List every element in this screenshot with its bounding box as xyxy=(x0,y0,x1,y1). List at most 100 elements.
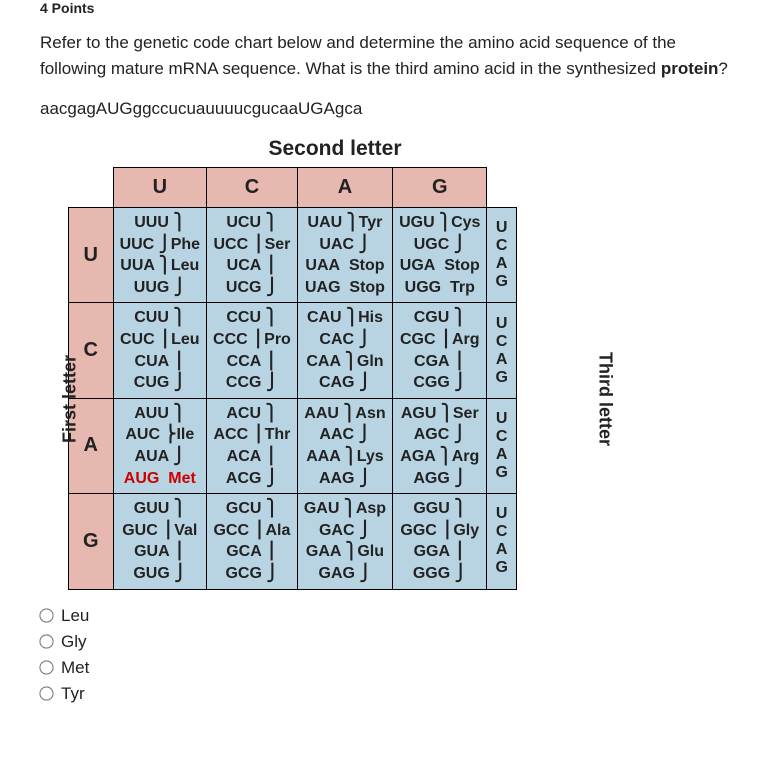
option-met[interactable]: Met xyxy=(40,658,728,678)
codon: CAU xyxy=(307,309,342,326)
mrna-sequence: aacgagAUGggccucuauuuucgucaaUGAgca xyxy=(40,99,728,119)
codon: CCA xyxy=(227,353,261,370)
stop-codon: Stop xyxy=(444,257,480,274)
codon: CCG xyxy=(226,374,262,391)
aa-met: Met xyxy=(168,468,196,490)
option-label: Met xyxy=(61,658,89,678)
option-label: Gly xyxy=(61,632,87,652)
aa-gly: Gly xyxy=(453,520,479,542)
codon: UAC xyxy=(319,236,354,253)
question-text: Refer to the genetic code chart below an… xyxy=(40,30,728,81)
codon: GCA xyxy=(226,543,261,560)
codon: GAC xyxy=(319,522,355,539)
aa-pro: Pro xyxy=(264,329,291,351)
radio-tyr[interactable] xyxy=(39,686,53,700)
codon: AUC xyxy=(125,426,160,443)
option-label: Tyr xyxy=(61,684,85,704)
corner-cell xyxy=(69,168,114,208)
stop-codon: Stop xyxy=(349,279,385,296)
radio-leu[interactable] xyxy=(39,608,53,622)
radio-met[interactable] xyxy=(39,660,53,674)
codon: AGC xyxy=(414,426,450,443)
row-u: U UUU ⎫ UUC ⎭Phe UUA ⎫Leu UUG ⎭ UCU ⎫ UC… xyxy=(69,208,517,303)
question-part2: ? xyxy=(718,59,727,78)
third-a: UCAG xyxy=(487,398,516,493)
codon: UUU xyxy=(134,214,169,231)
codon: GUU xyxy=(134,500,170,517)
codon: CCC xyxy=(213,331,248,348)
codon: CUC xyxy=(120,331,155,348)
codon: AGA xyxy=(400,448,435,465)
aa-ser: Ser xyxy=(453,403,479,425)
aa-phe: Phe xyxy=(171,234,200,256)
cell-cc: CCU ⎫ CCC ⎪Pro CCA ⎪ CCG ⎭ xyxy=(207,303,298,398)
codon: ACC xyxy=(213,426,248,443)
option-tyr[interactable]: Tyr xyxy=(40,684,728,704)
codon: CAA xyxy=(306,353,340,370)
codon: UAA xyxy=(305,257,340,274)
header-a: A xyxy=(297,168,392,208)
aa-ile: Ile xyxy=(176,424,194,446)
codon: GAA xyxy=(306,543,341,560)
codon: GCC xyxy=(213,522,249,539)
codon: UAG xyxy=(305,279,341,296)
codon: UUG xyxy=(134,279,170,296)
cell-uc: UCU ⎫ UCC ⎪Ser UCA ⎪ UCG ⎭ xyxy=(207,208,298,303)
codon: CGA xyxy=(414,353,449,370)
aa-thr: Thr xyxy=(265,424,291,446)
row-c: C CUU ⎫ CUC ⎪Leu CUA ⎪ CUG ⎭ CCU ⎫ CCC ⎪… xyxy=(69,303,517,398)
codon: UAU xyxy=(308,214,343,231)
header-row: U C A G xyxy=(69,168,517,208)
cell-gu: GUU ⎫ GUC ⎪Val GUA ⎪ GUG ⎭ xyxy=(113,494,206,589)
question-part1: Refer to the genetic code chart below an… xyxy=(40,33,676,78)
codon: AGU xyxy=(401,405,437,422)
codon: UUA xyxy=(120,257,154,274)
cell-ua: UAU ⎫Tyr UAC ⎭ UAA Stop UAG Stop xyxy=(297,208,392,303)
third-letter-label: Third letter xyxy=(594,352,615,446)
aa-leu: Leu xyxy=(171,255,199,277)
codon: GAU xyxy=(304,500,340,517)
aa-leu: Leu xyxy=(171,329,199,351)
option-leu[interactable]: Leu xyxy=(40,606,728,626)
cell-ug: UGU ⎫Cys UGC ⎭ UGA Stop UGG Trp xyxy=(393,208,487,303)
aa-ala: Ala xyxy=(265,520,290,542)
aa-gln: Gln xyxy=(357,351,384,373)
codon: UCU xyxy=(226,214,261,231)
header-c: C xyxy=(207,168,298,208)
aa-asn: Asn xyxy=(355,403,385,425)
cell-cg: CGU ⎫ CGC ⎪Arg CGA ⎪ CGG ⎭ xyxy=(393,303,487,398)
cell-uu: UUU ⎫ UUC ⎭Phe UUA ⎫Leu UUG ⎭ xyxy=(113,208,206,303)
aa-cys: Cys xyxy=(451,212,480,234)
side-u: U xyxy=(69,208,114,303)
codon: GAG xyxy=(319,565,355,582)
header-g: G xyxy=(393,168,487,208)
question-bold: protein xyxy=(661,59,719,78)
codon: GCU xyxy=(226,500,262,517)
codon-chart: Second letter First letter Third letter … xyxy=(40,137,600,590)
codon: AGG xyxy=(413,470,449,487)
answer-options: Leu Gly Met Tyr xyxy=(40,606,728,704)
cell-ga: GAU ⎫Asp GAC ⎭ GAA ⎫Glu GAG ⎭ xyxy=(297,494,392,589)
aa-asp: Asp xyxy=(356,498,386,520)
codon: UGG xyxy=(405,279,441,296)
option-gly[interactable]: Gly xyxy=(40,632,728,652)
codon: CAG xyxy=(319,374,355,391)
aa-val: Val xyxy=(174,520,197,542)
cell-ca: CAU ⎫His CAC ⎭ CAA ⎫Gln CAG ⎭ xyxy=(297,303,392,398)
codon: GGU xyxy=(413,500,449,517)
codon: UCC xyxy=(213,236,248,253)
aa-arg: Arg xyxy=(452,446,480,468)
codon: AUU xyxy=(134,405,169,422)
codon-table: U C A G U UUU ⎫ UUC ⎭Phe UUA ⎫Leu UUG ⎭ … xyxy=(68,167,517,590)
radio-gly[interactable] xyxy=(39,634,53,648)
aa-trp: Trp xyxy=(450,277,475,299)
third-u: UCAG xyxy=(487,208,516,303)
codon: CCU xyxy=(226,309,261,326)
codon: CUU xyxy=(134,309,169,326)
codon: CGU xyxy=(414,309,450,326)
aa-glu: Glu xyxy=(357,541,384,563)
cell-gc: GCU ⎫ GCC ⎪Ala GCA ⎪ GCG ⎭ xyxy=(207,494,298,589)
codon: GGA xyxy=(414,543,450,560)
codon: GCG xyxy=(225,565,261,582)
codon: UGC xyxy=(414,236,450,253)
